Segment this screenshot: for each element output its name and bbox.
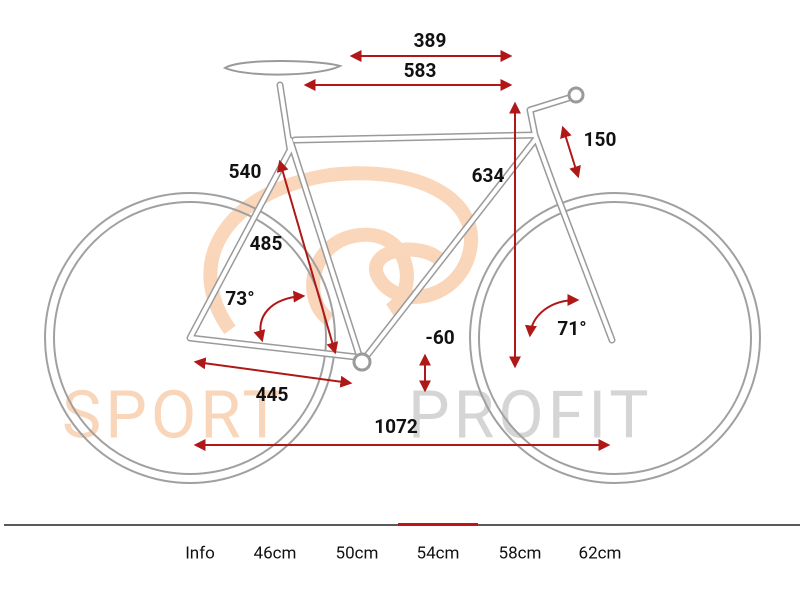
- size-tab[interactable]: 50cm: [336, 543, 379, 563]
- measurement: 150: [584, 128, 617, 151]
- measurement: 540: [229, 160, 262, 183]
- bike-frame: [186, 60, 616, 372]
- watermark-text: SPORT: [62, 377, 286, 454]
- size-tab[interactable]: Info: [185, 543, 215, 563]
- measurement: 389: [414, 29, 447, 52]
- size-tab[interactable]: 62cm: [579, 543, 622, 563]
- dimension-arrows: [193, 50, 611, 451]
- measurement: 73°: [225, 287, 254, 310]
- measurements: 389 583 150 540 634 485 73° 71° -60 445 …: [225, 29, 616, 438]
- measurement: 485: [250, 232, 283, 255]
- active-tab-indicator: [398, 523, 478, 526]
- measurement: 445: [256, 383, 289, 406]
- watermark: SPORT PROFIT: [62, 166, 653, 454]
- size-tab[interactable]: 54cm: [417, 543, 460, 563]
- measurement: 634: [472, 164, 505, 187]
- measurement: 71°: [557, 317, 586, 340]
- measurement: 1072: [374, 415, 418, 438]
- size-tab[interactable]: 58cm: [499, 543, 542, 563]
- measurement: -60: [425, 326, 454, 349]
- measurement: 583: [404, 59, 437, 82]
- size-tab[interactable]: 46cm: [254, 543, 297, 563]
- watermark-text: PROFIT: [408, 377, 653, 454]
- size-tabs: Info 46cm 50cm 54cm 58cm 62cm: [4, 523, 800, 563]
